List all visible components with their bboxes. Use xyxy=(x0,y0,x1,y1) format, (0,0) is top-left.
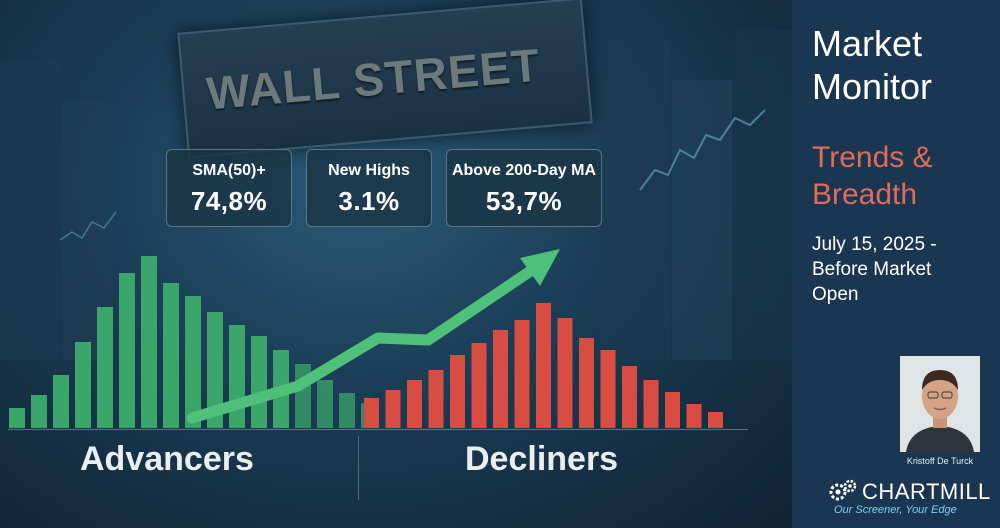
stat-card-above-200day: Above 200-Day MA 53,7% xyxy=(446,149,602,227)
advancer-bar xyxy=(9,408,25,428)
decliner-bar xyxy=(643,380,659,428)
decliner-bar xyxy=(407,380,422,428)
title-line: Market xyxy=(812,23,923,64)
decliner-bar xyxy=(600,350,616,428)
sidebar-title: Market Monitor xyxy=(812,22,932,108)
decliner-bar xyxy=(536,303,551,428)
sidebar-subtitle: Trends & Breadth xyxy=(812,139,933,213)
bars-group xyxy=(9,256,723,428)
decliner-bar xyxy=(708,412,723,428)
decliner-bar xyxy=(686,404,702,428)
section-divider xyxy=(358,436,359,500)
advancer-bar xyxy=(229,325,245,428)
stat-value: 74,8% xyxy=(190,186,268,216)
decliner-bar xyxy=(364,398,379,428)
advancer-bar xyxy=(185,296,201,428)
title-line: Monitor xyxy=(812,66,933,107)
date-line: July 15, 2025 - xyxy=(812,234,937,255)
advancer-bar xyxy=(97,307,113,428)
subtitle-line: Trends & xyxy=(812,141,933,174)
decliner-bar xyxy=(450,355,465,428)
advancer-bar xyxy=(251,336,267,428)
background-trend-line-right xyxy=(639,109,766,191)
advancer-bar xyxy=(53,375,69,428)
advancer-bar xyxy=(317,380,333,428)
subtitle-line: Breadth xyxy=(812,178,918,211)
stat-label: New Highs xyxy=(328,162,410,179)
stat-label: Above 200-Day MA xyxy=(451,162,597,179)
stat-card-new-highs: New Highs 3.1% xyxy=(306,149,432,227)
sidebar-date: July 15, 2025 - Before Market Open xyxy=(812,232,992,307)
decliner-bar xyxy=(471,343,487,428)
hero-graphic xyxy=(0,30,792,428)
advancer-bar xyxy=(31,395,47,428)
advancer-bar xyxy=(141,256,157,428)
tagline: Our Screener, Your Edge xyxy=(834,504,957,516)
advancer-bar xyxy=(207,312,223,428)
author-photo xyxy=(900,356,980,452)
stat-label: SMA(50)+ xyxy=(192,162,266,179)
author-name: Kristoff De Turck xyxy=(906,456,974,466)
advancer-bar xyxy=(163,283,179,428)
growth-arrow xyxy=(186,249,560,424)
date-line: Open xyxy=(812,284,859,305)
stat-card-sma50: SMA(50)+ 74,8% xyxy=(166,149,292,227)
person-icon xyxy=(900,356,980,452)
gears-icon xyxy=(829,479,857,501)
advancer-bar xyxy=(339,393,355,428)
decliner-bar xyxy=(579,338,594,428)
background-trend-line-left xyxy=(59,211,117,241)
stat-value: 3.1% xyxy=(338,186,400,216)
stat-value: 53,7% xyxy=(485,186,563,216)
advancer-bar xyxy=(75,342,91,428)
hero-image: WALL STREET SMA(50)+ 74,8% New Highs 3.1… xyxy=(0,0,792,528)
decliner-bar xyxy=(622,366,637,428)
advancer-bar xyxy=(119,273,135,428)
decliner-bar xyxy=(514,320,530,428)
decliners-label: Decliners xyxy=(465,440,619,478)
decliner-bar xyxy=(493,330,508,428)
decliner-bar xyxy=(665,392,680,428)
decliner-bar xyxy=(428,370,444,428)
logo-text: CHARTMILL xyxy=(862,479,991,504)
decliner-bar xyxy=(385,390,401,428)
chart-baseline xyxy=(8,429,748,430)
advancers-label: Advancers xyxy=(80,440,254,478)
date-line: Before Market xyxy=(812,259,932,280)
decliner-bar xyxy=(557,318,573,428)
